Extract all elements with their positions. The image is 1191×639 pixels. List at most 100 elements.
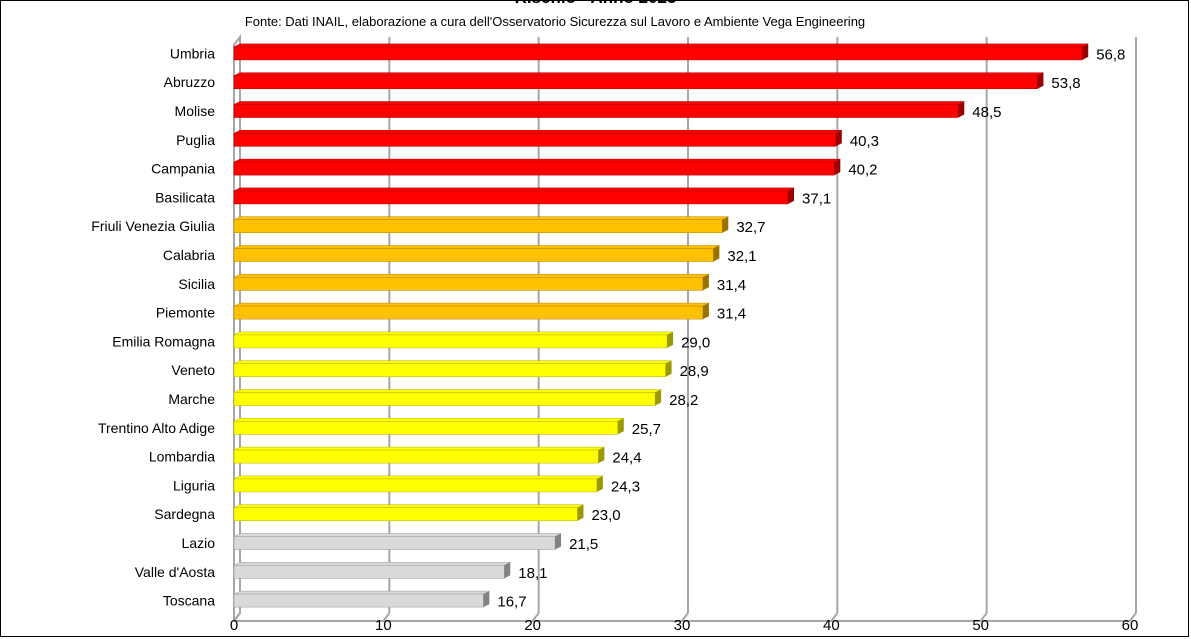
gridline-floor — [1129, 612, 1137, 622]
bar-front — [233, 478, 598, 493]
x-tick-label: 60 — [1122, 617, 1139, 634]
bar-front — [233, 161, 835, 176]
value-label: 32,7 — [736, 219, 765, 236]
bar-top — [233, 158, 841, 163]
bar-side — [958, 101, 965, 118]
bar-side — [1082, 43, 1089, 60]
category-label: Sardegna — [154, 506, 215, 522]
bar-top — [233, 475, 603, 480]
bar — [233, 274, 710, 291]
category-label: Puglia — [176, 132, 215, 148]
value-label: 40,2 — [848, 162, 877, 179]
bar-front — [233, 564, 505, 579]
x-tick-label: 10 — [375, 617, 392, 634]
category-label: Liguria — [173, 477, 215, 493]
value-label: 29,0 — [681, 334, 710, 351]
bar — [233, 418, 624, 435]
value-label: 31,4 — [717, 277, 746, 294]
value-label: 48,5 — [972, 104, 1001, 121]
category-label: Lazio — [182, 535, 216, 551]
gridline-floor — [233, 612, 241, 622]
bar-top — [233, 130, 842, 134]
bar-side — [835, 130, 842, 147]
category-label: Piemonte — [156, 305, 215, 321]
category-label: Valle d'Aosta — [135, 564, 215, 580]
bars — [233, 43, 1089, 608]
bar-front — [233, 536, 556, 550]
bar-side — [702, 274, 709, 291]
value-label: 32,1 — [727, 248, 756, 265]
value-label: 24,3 — [611, 478, 640, 495]
value-label: 25,7 — [632, 421, 661, 438]
bar-top — [233, 187, 795, 192]
bar — [233, 533, 562, 550]
bar-top — [233, 504, 584, 508]
bar-side — [788, 187, 795, 204]
bar — [233, 475, 603, 493]
category-label: Campania — [151, 161, 215, 177]
bar-side — [702, 303, 709, 320]
bar-front — [233, 449, 599, 464]
bar-front — [233, 507, 578, 522]
bar-top — [233, 418, 624, 422]
bar — [233, 331, 674, 349]
bar-side — [655, 389, 662, 406]
bar — [233, 360, 672, 378]
bar-side — [596, 475, 603, 492]
x-tick-labels: 0 10 20 30 40 50 60 — [230, 617, 1139, 634]
bar-side — [617, 418, 624, 435]
value-label: 28,2 — [669, 392, 698, 409]
bar — [233, 216, 729, 233]
gridline-floor — [531, 612, 540, 622]
value-label: 24,4 — [612, 450, 641, 467]
bar-front — [233, 219, 723, 233]
bar-top — [233, 302, 710, 307]
chart-source: Fonte: Dati INAIL, elaborazione a cura d… — [244, 14, 866, 29]
bar-front — [233, 305, 704, 320]
value-label: 18,1 — [518, 565, 547, 582]
bar-side — [722, 216, 729, 233]
category-label: Abruzzo — [164, 74, 216, 90]
bar-front — [233, 248, 714, 262]
bar — [233, 562, 511, 579]
bar-side — [598, 447, 605, 464]
category-label: Sicilia — [178, 276, 215, 292]
category-label: Molise — [175, 103, 216, 119]
bar-top — [233, 101, 965, 105]
bar-side — [1037, 72, 1044, 89]
x-tick-label: 50 — [972, 617, 989, 634]
value-label: 16,7 — [497, 594, 526, 611]
bar — [233, 158, 841, 176]
category-label: Marche — [168, 391, 215, 407]
bar — [233, 130, 842, 147]
bar — [233, 446, 605, 464]
bar-top — [233, 72, 1044, 76]
bar-front — [233, 363, 666, 378]
category-label: Friuli Venezia Giulia — [91, 218, 215, 234]
bar-top — [233, 446, 605, 451]
bar-front — [233, 104, 959, 118]
value-label: 28,9 — [680, 363, 709, 380]
category-labels: Umbria Abruzzo Molise Puglia Campania Basilic… — [91, 45, 215, 608]
bar — [233, 187, 795, 205]
category-label: Basilicata — [155, 189, 215, 205]
value-label: 37,1 — [802, 190, 831, 207]
value-label: 21,5 — [569, 536, 598, 553]
bar-top — [233, 274, 710, 278]
bar-front — [233, 276, 704, 291]
bar — [233, 302, 710, 320]
bar-top — [233, 533, 562, 537]
bar-front — [233, 133, 837, 147]
bar-top — [233, 562, 511, 566]
bar-side — [504, 562, 511, 579]
bar-top — [233, 389, 662, 393]
value-label: 31,4 — [717, 306, 746, 323]
bar-front — [233, 75, 1038, 89]
bar-top — [233, 590, 490, 595]
value-label: 53,8 — [1051, 75, 1080, 92]
x-tick-label: 0 — [230, 617, 238, 634]
bar — [233, 72, 1044, 89]
bar-top — [233, 245, 720, 249]
